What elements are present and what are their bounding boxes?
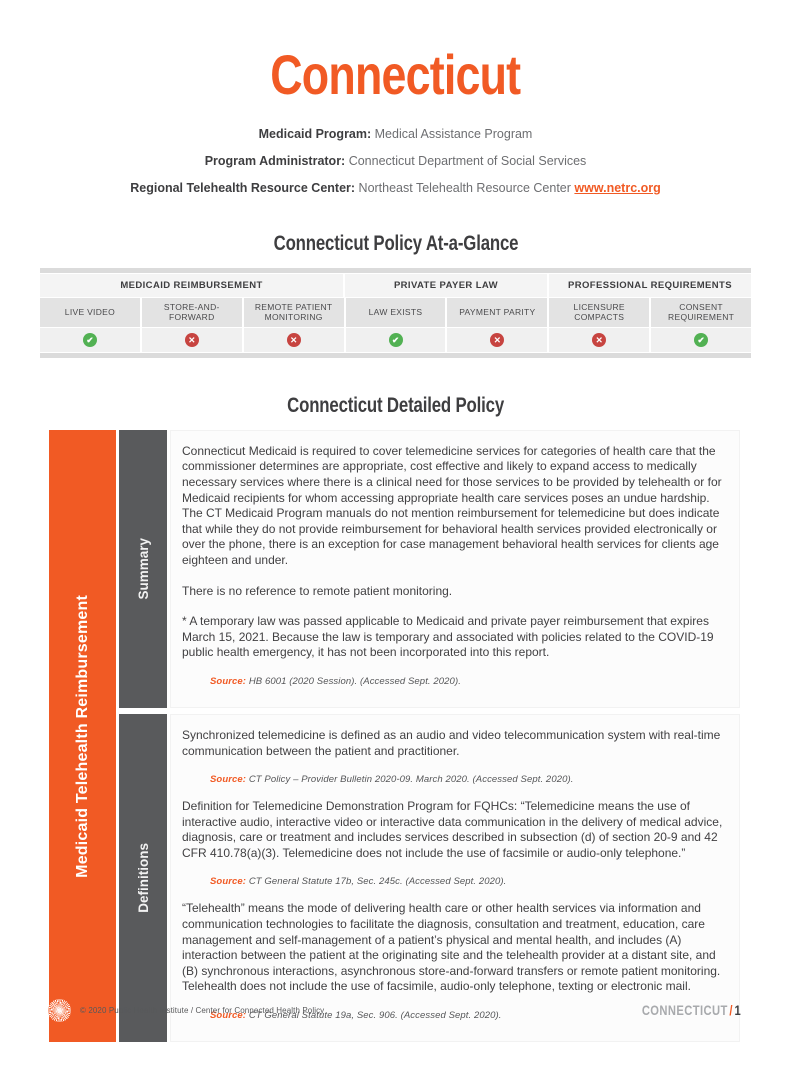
check-icon: ✔ [694, 332, 709, 347]
glance-group-row: MEDICAID REIMBURSEMENT PRIVATE PAYER LAW P… [40, 273, 751, 297]
footer-slash: / [729, 1002, 733, 1018]
info-line-1: Program Administrator: Connecticut Depar… [0, 148, 791, 175]
page-number-tag: CONNECTICUT/1 [617, 1002, 741, 1018]
info-value: Northeast Telehealth Resource Center [355, 180, 575, 195]
section-label-text: Definitions [135, 843, 151, 913]
detailed-policy-section: Medicaid Telehealth Reimbursement Summar… [49, 429, 740, 1043]
check-icon: ✔ [388, 332, 403, 347]
x-icon: ✕ [286, 332, 301, 347]
glance-status-cell-0: ✔ [40, 327, 140, 352]
glance-status-cell-4: ✕ [447, 327, 548, 352]
glance-column-label-0: LIVE VIDEO [40, 297, 140, 327]
info-line-0: Medicaid Program: Medical Assistance Pro… [0, 121, 791, 148]
policy-paragraph: “Telehealth” means the mode of deliverin… [182, 901, 721, 994]
source-citation: Source: CT General Statute 19a, Sec. 906… [210, 1010, 728, 1021]
detail-row-definitions: Definitions Synchronized telemedicine is … [119, 713, 740, 1043]
glance-status-cell-3: ✔ [345, 327, 446, 352]
section-label-text: Summary [135, 538, 151, 600]
glance-group-label-0: MEDICAID REIMBURSEMENT [40, 273, 343, 297]
glance-column-label-1: STORE-AND-FORWARD [141, 297, 242, 327]
info-value: Medical Assistance Program [371, 126, 533, 141]
x-icon: ✕ [184, 332, 199, 347]
table-bottom-band [40, 352, 751, 358]
policy-paragraph: Connecticut Medicaid is required to cove… [182, 443, 722, 567]
source-text: HB 6001 (2020 Session). (Accessed Sept. … [248, 675, 461, 687]
glance-column-label-4: PAYMENT PARITY [447, 297, 548, 327]
glance-group-label-1: PRIVATE PAYER LAW [345, 273, 547, 297]
page-footer: © 2020 Public Health Institute / Center … [48, 996, 741, 1024]
source-label: Source: [210, 774, 249, 786]
section-label-summary: Summary [119, 429, 167, 708]
x-icon: ✕ [592, 332, 607, 347]
source-label: Source: [210, 1010, 249, 1022]
page-title: Connecticut [0, 43, 791, 106]
source-citation: Source: CT General Statute 17b, Sec. 245… [210, 876, 728, 887]
info-line-2: Regional Telehealth Resource Center: Nor… [0, 175, 791, 202]
program-info: Medicaid Program: Medical Assistance Pro… [0, 121, 791, 202]
source-citation: Source: HB 6001 (2020 Session). (Accesse… [210, 676, 728, 687]
info-value: Connecticut Department of Social Service… [345, 153, 587, 168]
footer-state-label: CONNECTICUT [641, 1002, 728, 1018]
source-label: Source: [210, 675, 249, 687]
policy-paragraph: There is no reference to remote patient … [182, 583, 453, 598]
glance-status-row: ✔ ✕ ✕ ✔ ✕ ✕ ✔ [40, 327, 752, 352]
category-label: Medicaid Telehealth Reimbursement [73, 594, 91, 878]
info-label: Regional Telehealth Resource Center: [130, 180, 356, 195]
footer-page-number: 1 [734, 1002, 741, 1018]
info-label: Medicaid Program: [258, 126, 372, 141]
section-label-definitions: Definitions [119, 713, 167, 1043]
check-icon: ✔ [82, 332, 97, 347]
glance-status-cell-2: ✕ [243, 327, 344, 352]
glance-column-label-3: LAW EXISTS [345, 297, 446, 327]
source-label: Source: [210, 876, 249, 888]
netrc-link[interactable]: www.netrc.org [574, 180, 661, 195]
at-a-glance-heading: Connecticut Policy At-a-Glance [273, 231, 518, 255]
source-text: CT Policy – Provider Bulletin 2020-09. M… [248, 774, 574, 786]
detail-row-summary: Summary Connecticut Medicaid is required … [119, 429, 740, 708]
table-top-band [40, 267, 751, 273]
x-icon: ✕ [490, 332, 505, 347]
at-a-glance-table: MEDICAID REIMBURSEMENT PRIVATE PAYER LAW P… [40, 267, 752, 358]
detailed-policy-heading: Connecticut Detailed Policy [287, 393, 504, 417]
category-spine: Medicaid Telehealth Reimbursement [49, 429, 116, 1043]
glance-column-label-6: CONSENT REQUIREMENT [651, 297, 752, 327]
policy-paragraph: Synchronized telemedicine is defined as … [182, 727, 721, 758]
page-title-text: Connecticut [270, 43, 521, 106]
policy-paragraph: * A temporary law was passed applicable … [182, 614, 714, 660]
source-text: CT General Statute 19a, Sec. 906. (Acces… [248, 1010, 502, 1022]
glance-column-label-2: REMOTE PATIENT MONITORING [243, 297, 344, 327]
detail-rows: Summary Connecticut Medicaid is required … [119, 429, 740, 1043]
glance-subheader-row: LIVE VIDEO STORE-AND-FORWARD REMOTE PATIEN… [40, 297, 752, 327]
source-citation: Source: CT Policy – Provider Bulletin 20… [210, 774, 728, 785]
glance-column-label-5: LICENSURE COMPACTS [549, 297, 650, 327]
cchp-sunburst-logo-icon [48, 998, 71, 1022]
source-text: CT General Statute 17b, Sec. 245c. (Acce… [248, 876, 507, 888]
glance-group-label-2: PROFESSIONAL REQUIREMENTS [549, 273, 751, 297]
policy-paragraph: Definition for Telemedicine Demonstratio… [182, 799, 723, 860]
section-content-definitions: Synchronized telemedicine is defined as … [170, 713, 740, 1043]
glance-status-cell-6: ✔ [651, 327, 752, 352]
glance-status-cell-5: ✕ [549, 327, 650, 352]
glance-status-cell-1: ✕ [141, 327, 242, 352]
section-content-summary: Connecticut Medicaid is required to cove… [170, 429, 740, 708]
info-label: Program Administrator: [204, 153, 346, 168]
copyright-text: © 2020 Public Health Institute / Center … [80, 1005, 325, 1015]
